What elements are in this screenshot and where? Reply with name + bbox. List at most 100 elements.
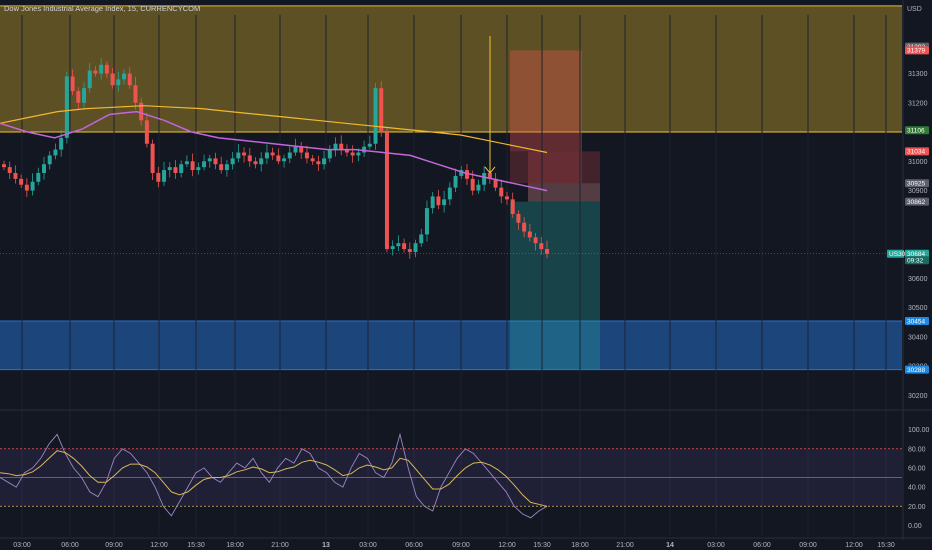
candle-body-7: [42, 164, 47, 173]
stop-loss-box-right: [528, 151, 600, 202]
price-axis-background: [903, 0, 932, 550]
time-tick-1: 06:00: [61, 542, 79, 549]
candle-body-88: [504, 196, 509, 200]
time-tick-19: 12:00: [845, 542, 863, 549]
price-tag-1: 31379: [907, 48, 925, 55]
candle-body-39: [224, 164, 229, 171]
candle-body-57: [327, 149, 332, 159]
candle-body-24: [139, 102, 144, 121]
price-tag-2: 31106: [907, 128, 925, 135]
candle-body-9: [53, 149, 58, 156]
symbol-tag: US30: [889, 251, 906, 258]
time-tick-6: 21:00: [271, 542, 289, 549]
candle-body-43: [247, 155, 252, 162]
candle-body-29: [167, 167, 172, 171]
candle-body-92: [527, 231, 532, 238]
candle-body-80: [459, 170, 464, 176]
price-tag-box-9: [905, 365, 929, 374]
ma-slow-line: [0, 105, 548, 154]
grid-layer: [0, 15, 902, 535]
candle-body-14: [82, 88, 87, 103]
price-tag-box-7: [905, 256, 929, 265]
time-tick-15: 14: [666, 542, 674, 549]
candle-body-58: [333, 143, 338, 150]
supply-zone: [0, 5, 902, 133]
price-tag-9: 30288: [907, 367, 925, 374]
position-layer: [510, 50, 600, 370]
candle-body-77: [442, 199, 447, 206]
candle-body-83: [476, 184, 481, 191]
candle-body-66: [379, 88, 384, 133]
candle-body-79: [453, 175, 458, 188]
candle-body-81: [464, 170, 469, 179]
price-tag-4: 30925: [907, 181, 925, 188]
rsi-tick-1: 80.00: [908, 446, 926, 453]
candle-body-28: [162, 170, 167, 182]
price-tag-box-1: [905, 46, 929, 55]
candle-body-26: [150, 143, 155, 173]
price-tag-7: 09:32: [907, 257, 924, 264]
candle-body-52: [299, 146, 304, 153]
candle-body-76: [436, 196, 441, 206]
price-tag-box-6: [905, 249, 929, 258]
candle-body-82: [470, 178, 475, 191]
candle-body-74: [424, 208, 429, 235]
time-tick-3: 12:00: [150, 542, 168, 549]
candle-body-2: [13, 173, 18, 179]
candle-body-44: [253, 161, 258, 165]
sell-arrow-head: [484, 166, 496, 174]
stop-loss-box-middle: [510, 151, 582, 184]
rsi-tick-2: 60.00: [908, 465, 926, 472]
time-tick-4: 15:30: [187, 542, 205, 549]
candle-body-36: [207, 158, 212, 162]
candle-body-40: [230, 158, 235, 165]
price-tag-3: 31034: [907, 149, 925, 156]
time-tick-2: 09:00: [105, 542, 123, 549]
candle-body-54: [310, 158, 315, 162]
candle-body-95: [544, 249, 550, 254]
time-tick-18: 09:00: [799, 542, 817, 549]
candle-body-3: [19, 178, 24, 185]
candle-body-73: [419, 234, 424, 244]
candle-body-35: [202, 161, 207, 168]
candle-body-22: [127, 73, 132, 86]
time-tick-8: 03:00: [359, 542, 377, 549]
price-tags-layer: 3139231379311063103430925308623068409:32…: [887, 42, 929, 374]
candle-body-48: [276, 155, 281, 162]
candle-body-56: [322, 158, 327, 165]
candle-body-19: [110, 73, 115, 86]
candle-body-31: [179, 164, 184, 173]
candle-body-21: [122, 73, 127, 80]
rsi-tick-3: 40.00: [908, 485, 926, 492]
candle-body-4: [24, 184, 29, 191]
candle-body-68: [390, 246, 395, 250]
candle-body-87: [499, 187, 504, 197]
price-tag-box-2: [905, 126, 929, 135]
candle-body-64: [367, 143, 372, 147]
moving-averages-layer: [0, 105, 548, 192]
price-tag-box-3: [905, 147, 929, 156]
candle-body-61: [350, 152, 355, 156]
candle-body-91: [522, 222, 527, 232]
candle-body-38: [219, 164, 224, 171]
ma-fast-line: [0, 110, 548, 192]
rsi-tick-5: 0.00: [908, 523, 922, 530]
time-tick-14: 21:00: [616, 542, 634, 549]
candle-body-27: [156, 173, 161, 182]
candle-body-0: [1, 164, 7, 168]
candle-body-78: [447, 187, 452, 200]
price-tick-1: 31200: [908, 100, 928, 107]
candle-body-93: [533, 237, 538, 244]
candle-body-71: [407, 249, 412, 252]
entry-box: [528, 183, 600, 202]
candle-body-8: [47, 155, 52, 165]
candle-body-90: [516, 213, 521, 223]
demand-zone: [0, 321, 902, 370]
candle-body-33: [190, 161, 195, 171]
price-tick-8: 30200: [908, 393, 928, 400]
price-tick-4: 30600: [908, 276, 928, 283]
candle-body-89: [510, 199, 515, 214]
annotations-layer: [484, 36, 496, 174]
